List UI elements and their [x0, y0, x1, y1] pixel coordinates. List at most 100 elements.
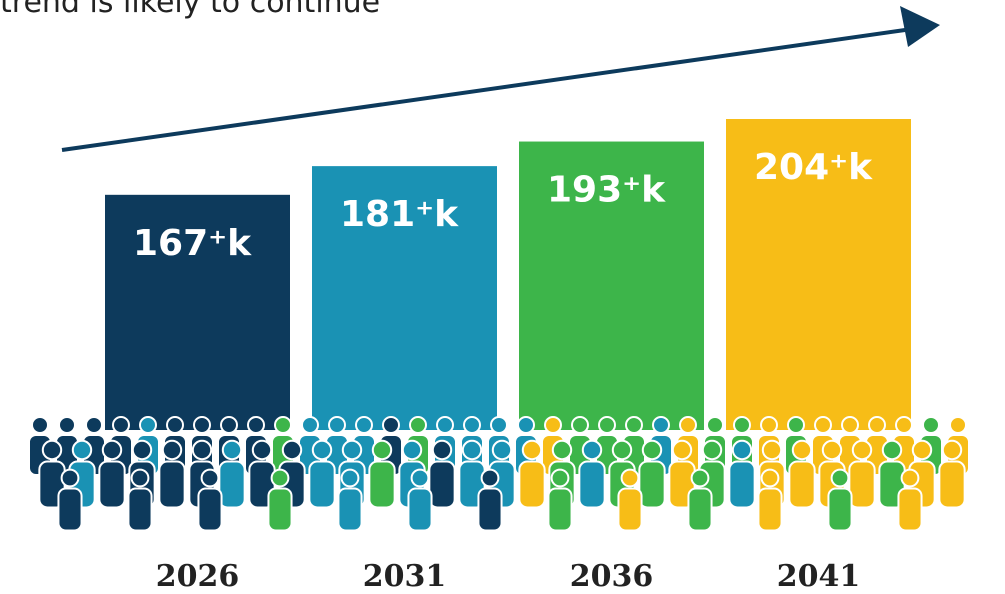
person-body — [518, 460, 546, 509]
bars — [105, 119, 911, 431]
person-body — [788, 460, 816, 509]
bar — [312, 166, 497, 431]
person-head — [130, 468, 150, 488]
people — [28, 416, 970, 532]
person-head — [274, 416, 292, 434]
person-head — [791, 439, 813, 461]
person-body — [337, 487, 363, 532]
person-head — [131, 439, 153, 461]
person-head — [690, 468, 710, 488]
person-head — [166, 416, 184, 434]
person-head — [787, 416, 805, 434]
person-body — [687, 487, 713, 532]
person-head — [355, 416, 373, 434]
person-head — [949, 416, 967, 434]
person-head — [760, 468, 780, 488]
person-head — [841, 416, 859, 434]
x-tick-label: 2026 — [156, 559, 240, 594]
person-body — [547, 487, 573, 532]
person-body — [407, 487, 433, 532]
person-head — [281, 439, 303, 461]
person-head — [60, 468, 80, 488]
person-head — [761, 439, 783, 461]
person-head — [706, 416, 724, 434]
person-head — [311, 439, 333, 461]
person-head — [490, 416, 508, 434]
person-head — [581, 439, 603, 461]
person-head — [139, 416, 157, 434]
person-body — [827, 487, 853, 532]
person-head — [760, 416, 778, 434]
person-head — [480, 468, 500, 488]
person-head — [341, 439, 363, 461]
person-head — [71, 439, 93, 461]
person-head — [328, 416, 346, 434]
person-head — [58, 416, 76, 434]
person-head — [161, 439, 183, 461]
person-head — [941, 439, 963, 461]
person-body — [218, 460, 246, 509]
person-body — [368, 460, 396, 509]
person-head — [733, 416, 751, 434]
x-tick-label: 2031 — [363, 559, 447, 594]
person-body — [897, 487, 923, 532]
person-head — [270, 468, 290, 488]
person-head — [851, 439, 873, 461]
bar — [726, 119, 911, 430]
person-head — [101, 439, 123, 461]
person-head — [463, 416, 481, 434]
person-head — [731, 439, 753, 461]
person-head — [611, 439, 633, 461]
person-head — [191, 439, 213, 461]
labels: 167⁺k 2026 181⁺k 2031 193⁺k 2036 204⁺k 2041 — [133, 147, 873, 594]
person-body — [578, 460, 606, 509]
person-body — [197, 487, 223, 532]
arrow-head — [900, 6, 940, 47]
person-body — [267, 487, 293, 532]
person-body — [98, 460, 126, 509]
person-head — [571, 416, 589, 434]
person-head — [221, 439, 243, 461]
person-head — [200, 468, 220, 488]
person-head — [551, 439, 573, 461]
value-label: 204⁺k — [754, 147, 873, 188]
person-head — [544, 416, 562, 434]
person-head — [193, 416, 211, 434]
person-head — [112, 416, 130, 434]
person-body — [848, 460, 876, 509]
person-body — [757, 487, 783, 532]
x-tick-label: 2041 — [777, 559, 861, 594]
person-head — [701, 439, 723, 461]
x-tick-label: 2036 — [570, 559, 654, 594]
trend-arrow — [61, 28, 906, 152]
person-head — [340, 468, 360, 488]
person-body — [728, 460, 756, 509]
person-head — [895, 416, 913, 434]
person-body — [308, 460, 336, 509]
person-head — [830, 468, 850, 488]
person-head — [436, 416, 454, 434]
person-head — [401, 439, 423, 461]
person-head — [431, 439, 453, 461]
person-head — [671, 439, 693, 461]
person-body — [938, 460, 966, 509]
person-head — [911, 439, 933, 461]
person-head — [598, 416, 616, 434]
person-body — [617, 487, 643, 532]
person-head — [301, 416, 319, 434]
person-head — [409, 416, 427, 434]
person-head — [641, 439, 663, 461]
person-head — [821, 439, 843, 461]
person-head — [922, 416, 940, 434]
value-label: 167⁺k — [133, 223, 252, 264]
person-head — [521, 439, 543, 461]
person-head — [620, 468, 640, 488]
person-head — [251, 439, 273, 461]
person-head — [461, 439, 483, 461]
value-label: 181⁺k — [340, 194, 459, 235]
person-head — [517, 416, 535, 434]
bar — [519, 141, 704, 430]
person-head — [625, 416, 643, 434]
